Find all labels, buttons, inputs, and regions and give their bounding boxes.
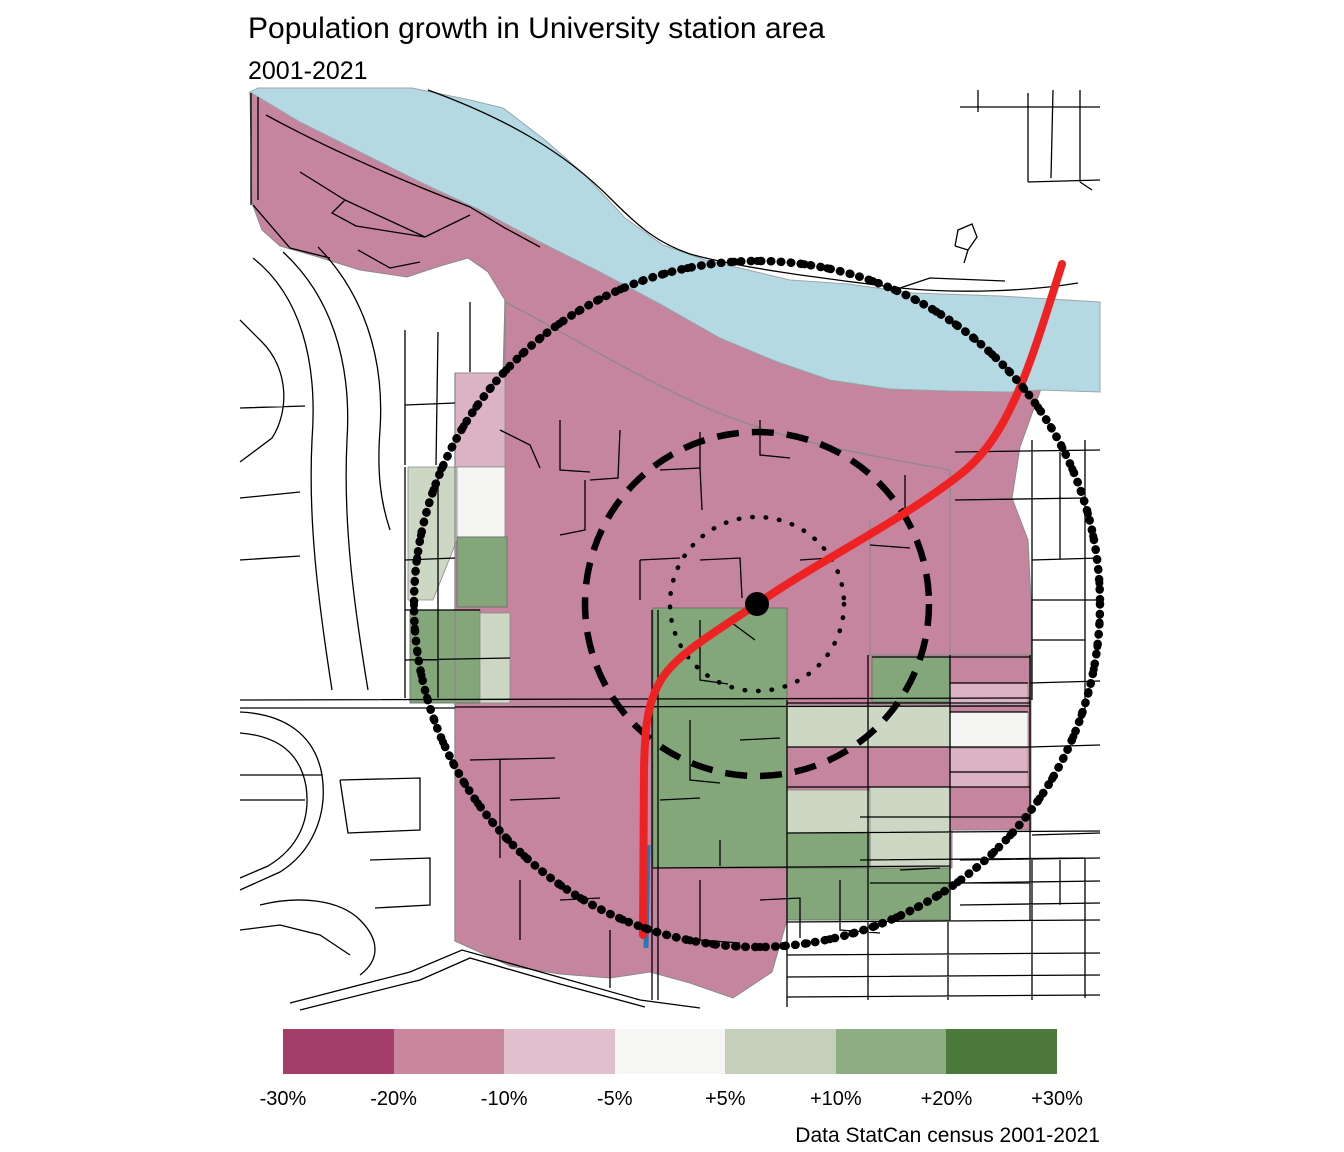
- strip-green-1: [786, 832, 871, 869]
- strip-lightpink-2: [949, 747, 1029, 788]
- polygon-palegreen-left: [407, 466, 458, 601]
- strip-palegreen-2: [786, 789, 871, 834]
- station-dot: [745, 592, 769, 616]
- polygon-neutral-left: [456, 466, 506, 538]
- polygon-lightpink-left: [454, 372, 506, 468]
- page-title: Population growth in University station …: [248, 12, 825, 45]
- legend-swatch: [504, 1029, 615, 1074]
- page-subtitle: 2001-2021: [248, 57, 368, 85]
- data-source-caption: Data StatCan census 2001-2021: [795, 1124, 1100, 1147]
- legend-edge-label: -5%: [596, 1088, 633, 1110]
- legend-swatch: [393, 1029, 505, 1074]
- river: [248, 87, 1101, 393]
- buffer-ring-outer-beaded-2: [410, 257, 1104, 951]
- legend-edge-label: +30%: [1031, 1088, 1083, 1110]
- legend-edge-label: +5%: [704, 1088, 746, 1110]
- buffer-ring-middle-dashed: [581, 428, 933, 780]
- legend-edge-labels: -30% -20% -10% -5% +5% +10% +20% +30%: [260, 1088, 1083, 1112]
- legend-edge-label: -20%: [370, 1088, 417, 1110]
- polygon-green-center: [652, 607, 788, 869]
- strip-palegreen-3: [869, 786, 951, 874]
- strip-neutral-1: [949, 711, 1029, 748]
- strip-lightpink-1: [949, 682, 1029, 706]
- legend-swatch: [946, 1029, 1058, 1074]
- legend-swatch: [835, 1029, 947, 1074]
- legend-edge-label: +10%: [809, 1088, 862, 1110]
- polygon-green-left-a: [456, 536, 508, 608]
- legend-edge-label: -10%: [480, 1088, 528, 1110]
- legend-swatch: [283, 1029, 394, 1074]
- buffer-ring-inner-dotted: [667, 514, 847, 694]
- legend-swatch: [725, 1029, 836, 1074]
- legend-edge-label: +20%: [920, 1088, 973, 1110]
- legend-color-bar: [283, 1029, 1058, 1074]
- legend-edge-label: -30%: [259, 1088, 307, 1110]
- polygon-green-east: [871, 656, 951, 703]
- legend-swatch: [614, 1029, 726, 1074]
